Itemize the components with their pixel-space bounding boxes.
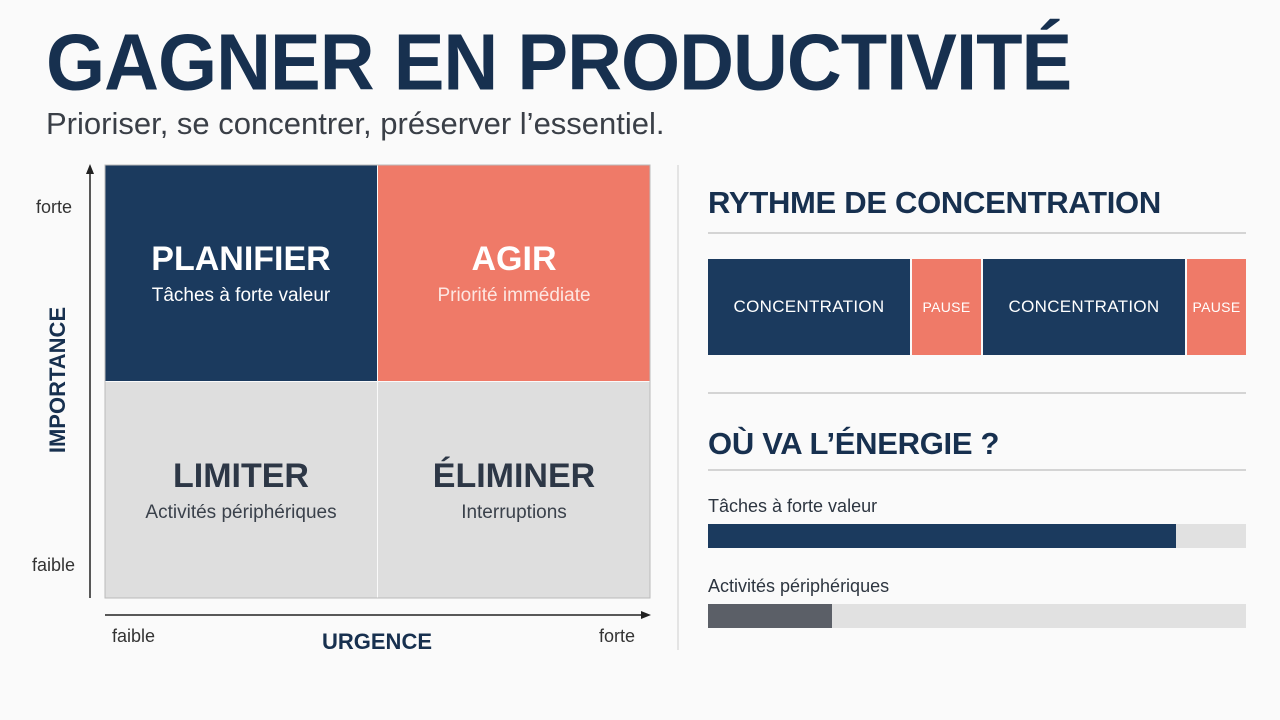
quadrant-title: ÉLIMINER [432,457,596,495]
y-low: faible [32,555,76,575]
quadrant: ÉLIMINER Interruptions [378,382,650,598]
energy-label: Tâches à forte valeur [708,496,878,516]
quadrant-subtitle: Tâches à forte valeur [151,285,331,306]
rule [708,469,1246,471]
quadrant-subtitle: Priorité immédiate [437,285,591,306]
rhythm-segment: CONCENTRATION [983,259,1185,355]
subtitle: Prioriser, se concentrer, préserver l’es… [46,106,665,141]
rule [708,392,1246,394]
quadrant-subtitle: Activités périphériques [145,502,337,523]
quadrant: AGIR Priorité immédiate [378,165,650,381]
energy-bar [708,524,1177,548]
rule [708,232,1246,234]
x-high: forte [599,626,636,646]
quadrant-title: PLANIFIER [151,240,331,278]
quadrant-title: AGIR [471,240,557,278]
rhythm-segment: PAUSE [1187,259,1246,355]
title: GAGNER EN PRODUCTIVITÉ [46,17,1072,108]
rhythm-segment: CONCENTRATION [708,259,910,355]
quadrant-subtitle: Interruptions [461,502,567,523]
section-title: OÙ VA L’ÉNERGIE ? [708,426,1000,461]
energy-track [708,604,1246,628]
energy-track [708,524,1246,548]
quadrant: PLANIFIER Tâches à forte valeur [105,165,377,381]
rhythm-segment: PAUSE [912,259,981,355]
y-high: forte [36,197,73,217]
section-title: RYTHME DE CONCENTRATION [708,185,1161,220]
y-arrow [86,164,94,174]
energy-label: Activités périphériques [708,576,890,596]
y-axis-label: IMPORTANCE [45,306,70,454]
energy-bar [708,604,832,628]
quadrant-title: LIMITER [173,457,309,495]
quadrant: LIMITER Activités périphériques [105,382,377,598]
x-arrow [641,611,651,619]
x-low: faible [112,626,156,646]
x-axis-label: URGENCE [321,629,433,654]
